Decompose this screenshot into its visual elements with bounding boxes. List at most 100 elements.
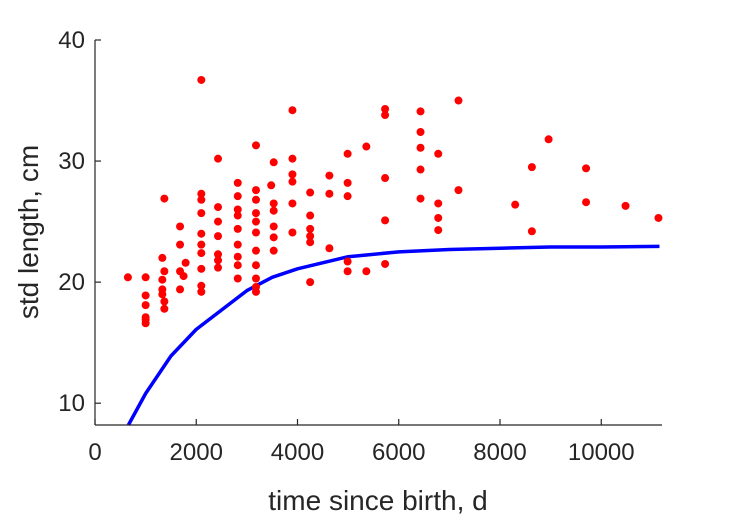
- scatter-point: [325, 171, 334, 180]
- scatter-point: [197, 195, 206, 204]
- scatter-point: [325, 189, 334, 198]
- scatter-point: [343, 178, 352, 187]
- scatter-point: [343, 257, 352, 266]
- scatter-point: [582, 164, 591, 173]
- scatter-point: [197, 264, 206, 273]
- scatter-point: [582, 198, 591, 207]
- scatter-point: [197, 209, 206, 218]
- scatter-point: [214, 263, 223, 272]
- scatter-point: [233, 192, 242, 201]
- scatter-point: [197, 240, 206, 249]
- scatter-point: [160, 297, 169, 306]
- scatter-point: [251, 217, 260, 226]
- x-tick-label: 6000: [372, 439, 425, 466]
- x-tick-label: 8000: [473, 439, 526, 466]
- scatter-point: [381, 259, 390, 268]
- scatter-point: [214, 217, 223, 226]
- scatter-point: [527, 163, 536, 172]
- scatter-point: [381, 216, 390, 225]
- x-tick-label: 4000: [271, 439, 324, 466]
- scatter-point: [197, 75, 206, 84]
- y-tick-label: 30: [58, 148, 85, 175]
- scatter-point: [269, 222, 278, 231]
- scatter-point: [233, 274, 242, 283]
- scatter-point: [434, 149, 443, 158]
- scatter-point: [176, 240, 185, 249]
- scatter-point: [269, 158, 278, 167]
- scatter-point: [176, 285, 185, 294]
- scatter-point: [343, 149, 352, 158]
- scatter-point: [233, 261, 242, 270]
- scatter-point: [544, 135, 553, 144]
- scatter-point: [141, 273, 150, 282]
- scatter-point: [621, 201, 630, 210]
- fitted-curve: [126, 244, 660, 426]
- axis-labels: time since birth, d std length, cm: [13, 145, 488, 516]
- scatter-point: [141, 315, 150, 324]
- scatter-point: [434, 213, 443, 222]
- scatter-point: [197, 189, 206, 198]
- scatter-point: [416, 165, 425, 174]
- scatter-point: [343, 192, 352, 201]
- scatter-point: [434, 199, 443, 208]
- scatter-point: [160, 267, 169, 276]
- scatter-point: [214, 232, 223, 241]
- y-tick-label: 10: [58, 390, 85, 417]
- scatter-point: [306, 224, 315, 233]
- scatter-point: [288, 177, 297, 186]
- scatter-point: [325, 244, 334, 253]
- scatter-point: [214, 203, 223, 212]
- x-tick-label: 0: [88, 439, 101, 466]
- scatter-point: [288, 199, 297, 208]
- scatter-point: [141, 291, 150, 300]
- axes: 0 2000 4000 6000 8000 10000 10 20 30 40: [58, 27, 662, 466]
- scatter-point: [160, 304, 169, 313]
- scatter-point: [381, 174, 390, 183]
- scatter-point: [158, 253, 167, 262]
- scatter-point: [306, 232, 315, 241]
- y-tick-label: 20: [58, 269, 85, 296]
- scatter-point: [454, 186, 463, 195]
- scatter-point: [434, 226, 443, 235]
- scatter-point: [197, 281, 206, 290]
- scatter-point: [362, 267, 371, 276]
- scatter-point: [511, 200, 520, 209]
- scatter-point: [251, 195, 260, 204]
- scatter-point: [381, 111, 390, 120]
- scatter-point: [158, 275, 167, 284]
- scatter-point: [214, 256, 223, 265]
- scatter-point: [251, 141, 260, 150]
- scatter-point: [269, 199, 278, 208]
- scatter-point: [181, 258, 190, 267]
- scatter-point: [288, 154, 297, 163]
- scatter-point: [176, 222, 185, 231]
- scatter-point: [654, 213, 663, 222]
- scatter-point: [454, 96, 463, 105]
- scatter-point: [306, 188, 315, 197]
- scatter-point: [416, 128, 425, 137]
- scatter-point: [251, 274, 260, 283]
- scatter-point: [251, 261, 260, 270]
- scatter-point: [269, 246, 278, 255]
- scatter-point: [362, 142, 371, 151]
- scatter-point: [233, 178, 242, 187]
- scatter-point: [251, 186, 260, 195]
- scatter-point: [306, 278, 315, 287]
- x-tick-label: 10000: [568, 439, 635, 466]
- scatter-point: [233, 240, 242, 249]
- scatter-point: [233, 211, 242, 220]
- scatter-point: [179, 272, 188, 281]
- scatter-point: [306, 238, 315, 247]
- y-tick-label: 40: [58, 27, 85, 54]
- scatter-point: [288, 170, 297, 179]
- y-axis-title: std length, cm: [13, 145, 44, 319]
- x-tick-label: 2000: [170, 439, 223, 466]
- scatter-point: [267, 181, 276, 190]
- scatter-point: [214, 250, 223, 259]
- scatter-point: [233, 224, 242, 233]
- scatter-point: [158, 290, 167, 299]
- scatter-point: [269, 206, 278, 215]
- scatter-point: [233, 252, 242, 261]
- scatter-point: [288, 106, 297, 115]
